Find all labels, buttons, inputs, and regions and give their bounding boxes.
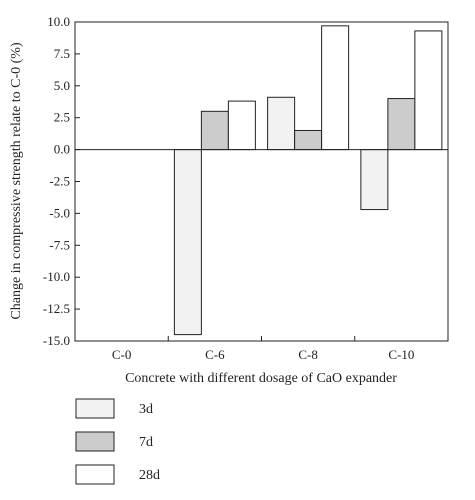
legend-swatch-3d — [75, 398, 115, 419]
y-tick-label: 0.0 — [54, 142, 70, 157]
y-tick-label: 5.0 — [54, 78, 70, 93]
bar-7d-c-6 — [200, 110, 229, 151]
y-tick-label: -10.0 — [43, 269, 70, 284]
bar-28d-c-8 — [321, 25, 350, 151]
y-tick-label: -7.5 — [49, 237, 70, 252]
legend-label-28d: 28d — [139, 468, 160, 483]
y-axis-ticks: 10.0 7.5 5.0 2.5 0.0 -2.5 -5.0 -7.5 -10.0 -12.5 -1… — [43, 14, 80, 348]
bar-28d-c-6 — [227, 100, 256, 151]
legend-swatch-28d — [75, 464, 115, 485]
plot-frame — [74, 21, 449, 342]
x-tick-label: C-8 — [298, 347, 318, 362]
y-tick-label: 7.5 — [54, 46, 70, 61]
legend-label-3d: 3d — [139, 402, 153, 417]
y-tick-label: 2.5 — [54, 110, 70, 125]
y-tick-label: -2.5 — [49, 174, 70, 189]
y-tick-label: -15.0 — [43, 333, 70, 348]
x-tick-label: C-6 — [205, 347, 225, 362]
y-tick-label: 10.0 — [47, 14, 70, 29]
x-tick-label: C-0 — [112, 347, 132, 362]
y-axis-title: Change in compressive strength relate to… — [9, 42, 24, 320]
bar-7d-c-8 — [294, 129, 323, 151]
x-axis-title: Concrete with different dosage of CaO ex… — [125, 371, 397, 386]
legend-swatch-7d — [75, 431, 115, 452]
bar-7d-c-10 — [387, 98, 416, 151]
y-tick-label: -5.0 — [49, 205, 70, 220]
bars-group — [173, 25, 443, 336]
bar-3d-c-8 — [267, 96, 296, 151]
x-tick-label: C-10 — [388, 347, 414, 362]
legend: 3d 7d 28d — [75, 398, 160, 485]
bar-28d-c-10 — [414, 30, 443, 151]
legend-label-7d: 7d — [139, 435, 153, 450]
bar-3d-c-10 — [360, 149, 389, 211]
y-tick-label: -12.5 — [43, 301, 70, 316]
bar-3d-c-6 — [173, 149, 202, 336]
x-axis-ticks: C-0 C-6 C-8 C-10 — [112, 336, 414, 362]
